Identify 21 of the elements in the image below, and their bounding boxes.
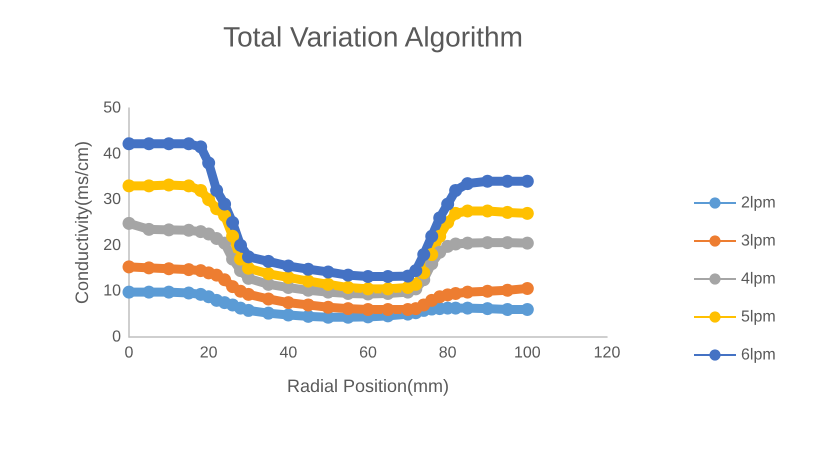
legend-label: 6lpm	[741, 346, 776, 364]
legend-label: 2lpm	[741, 194, 776, 212]
x-tick-label: 0	[124, 344, 134, 362]
x-tick-label: 120	[594, 344, 620, 362]
y-tick-label: 0	[112, 328, 122, 346]
y-tick-label: 30	[103, 191, 122, 208]
y-tick-label: 20	[103, 236, 122, 254]
y-tick-label: 50	[103, 100, 122, 116]
y-tick-label: 40	[103, 145, 122, 162]
legend-label: 4lpm	[741, 270, 776, 288]
x-tick-label: 80	[438, 344, 457, 362]
x-tick-label: 100	[514, 344, 541, 362]
chart-title: Total Variation Algorithm	[223, 22, 523, 52]
x-tick-label: 60	[359, 344, 377, 362]
x-tick-label: 20	[200, 344, 218, 362]
y-tick-label: 10	[103, 282, 122, 300]
legend-label: 5lpm	[741, 308, 776, 326]
x-tick-label: 40	[279, 344, 298, 362]
x-axis-title: Radial Position(mm)	[286, 376, 450, 396]
y-axis-title: Conductivity(ms/cm)	[72, 140, 92, 304]
legend-label: 3lpm	[741, 232, 776, 250]
